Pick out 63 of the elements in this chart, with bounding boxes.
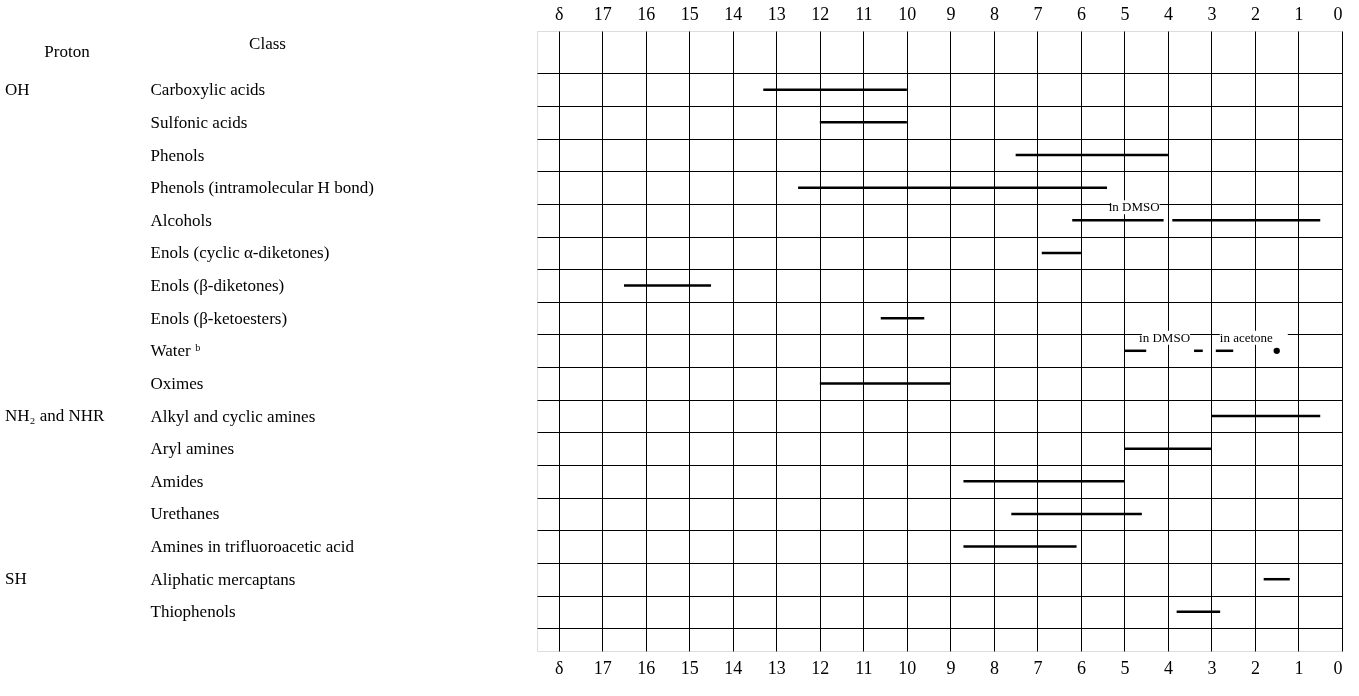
x-tick-label: 3: [1207, 657, 1217, 678]
y-tick-label: Alcohols: [150, 210, 212, 230]
y-tick-label: Aryl amines: [150, 439, 235, 459]
x-tick-label: 6: [1076, 657, 1086, 678]
y-tick-label: Urethanes: [150, 504, 220, 524]
x2-tick-label: 5: [1120, 3, 1130, 24]
y-tick-label: Phenols (intramolecular H bond): [150, 178, 374, 198]
y-tick-label: Aliphatic mercaptans: [150, 569, 296, 589]
x-tick-label: 7: [1033, 657, 1043, 678]
x2-tick-label: 15: [680, 3, 699, 24]
x-tick-label: 5: [1120, 657, 1130, 678]
x-tick-label: δ: [555, 657, 564, 678]
y-tick-label: Enols (cyclic α-diketones): [150, 243, 330, 263]
x-tick-label: 17: [593, 657, 612, 678]
x-tick-label: 16: [637, 657, 656, 678]
x2-tick-label: 1: [1294, 3, 1304, 24]
y-tick-label: Alkyl and cyclic amines: [150, 406, 316, 426]
x-tick-label: 9: [946, 657, 956, 678]
x-tick-label: 2: [1250, 657, 1260, 678]
y-tick-label: Oximes: [150, 373, 204, 393]
x2-tick-label: 12: [811, 3, 830, 24]
annotation: in DMSO: [1108, 199, 1160, 215]
y-tick-label: Enols (β-diketones): [150, 276, 285, 296]
x2-tick-label: δ: [555, 3, 564, 24]
y-tick-label: Phenols: [150, 145, 205, 165]
x2-tick-label: 0: [1333, 3, 1343, 24]
x2-tick-label: 14: [724, 3, 743, 24]
annotation: in DMSO: [1139, 329, 1191, 345]
x2-tick-label: 2: [1250, 3, 1260, 24]
x-tick-label: 4: [1163, 657, 1173, 678]
x-tick-label: 8: [989, 657, 999, 678]
x-tick-label: 1: [1294, 657, 1304, 678]
x-tick-label: 0: [1333, 657, 1343, 678]
y-tick-label: Sulfonic acids: [150, 112, 248, 132]
y-tick-label: Water ᵇ: [150, 341, 201, 361]
y-tick-label: Carboxylic acids: [150, 80, 266, 100]
y-tick-label: Amines in trifluoroacetic acid: [150, 537, 355, 557]
x-tick-label: 14: [724, 657, 743, 678]
x-tick-label: 15: [680, 657, 699, 678]
y-axis-title: Class: [249, 33, 286, 53]
y2-tick-label: SH: [5, 569, 27, 589]
x-tick-label: 13: [767, 657, 786, 678]
x2-tick-label: 7: [1033, 3, 1043, 24]
x2-tick-label: 16: [637, 3, 656, 24]
y-tick-label: Enols (β-ketoesters): [150, 308, 288, 328]
text: Proton: [44, 42, 91, 62]
x2-tick-label: 6: [1076, 3, 1086, 24]
x2-tick-label: 10: [898, 3, 917, 24]
x2-tick-label: 17: [593, 3, 612, 24]
y-tick-label: Amides: [150, 471, 204, 491]
x2-tick-label: 8: [989, 3, 999, 24]
x-tick-label: 10: [898, 657, 917, 678]
y-tick-label: Thiophenols: [150, 602, 236, 622]
x2-tick-label: 4: [1163, 3, 1173, 24]
x2-tick-label: 9: [946, 3, 956, 24]
x2-tick-label: 3: [1207, 3, 1217, 24]
x-tick-label: 12: [811, 657, 830, 678]
annotation: in acetone: [1219, 329, 1274, 345]
x2-tick-label: 11: [855, 3, 873, 24]
y2-tick-label: NH₂ and NHR: [5, 406, 106, 426]
y2-tick-label: OH: [5, 79, 30, 99]
x-tick-label: 11: [855, 657, 873, 678]
x2-tick-label: 13: [767, 3, 786, 24]
